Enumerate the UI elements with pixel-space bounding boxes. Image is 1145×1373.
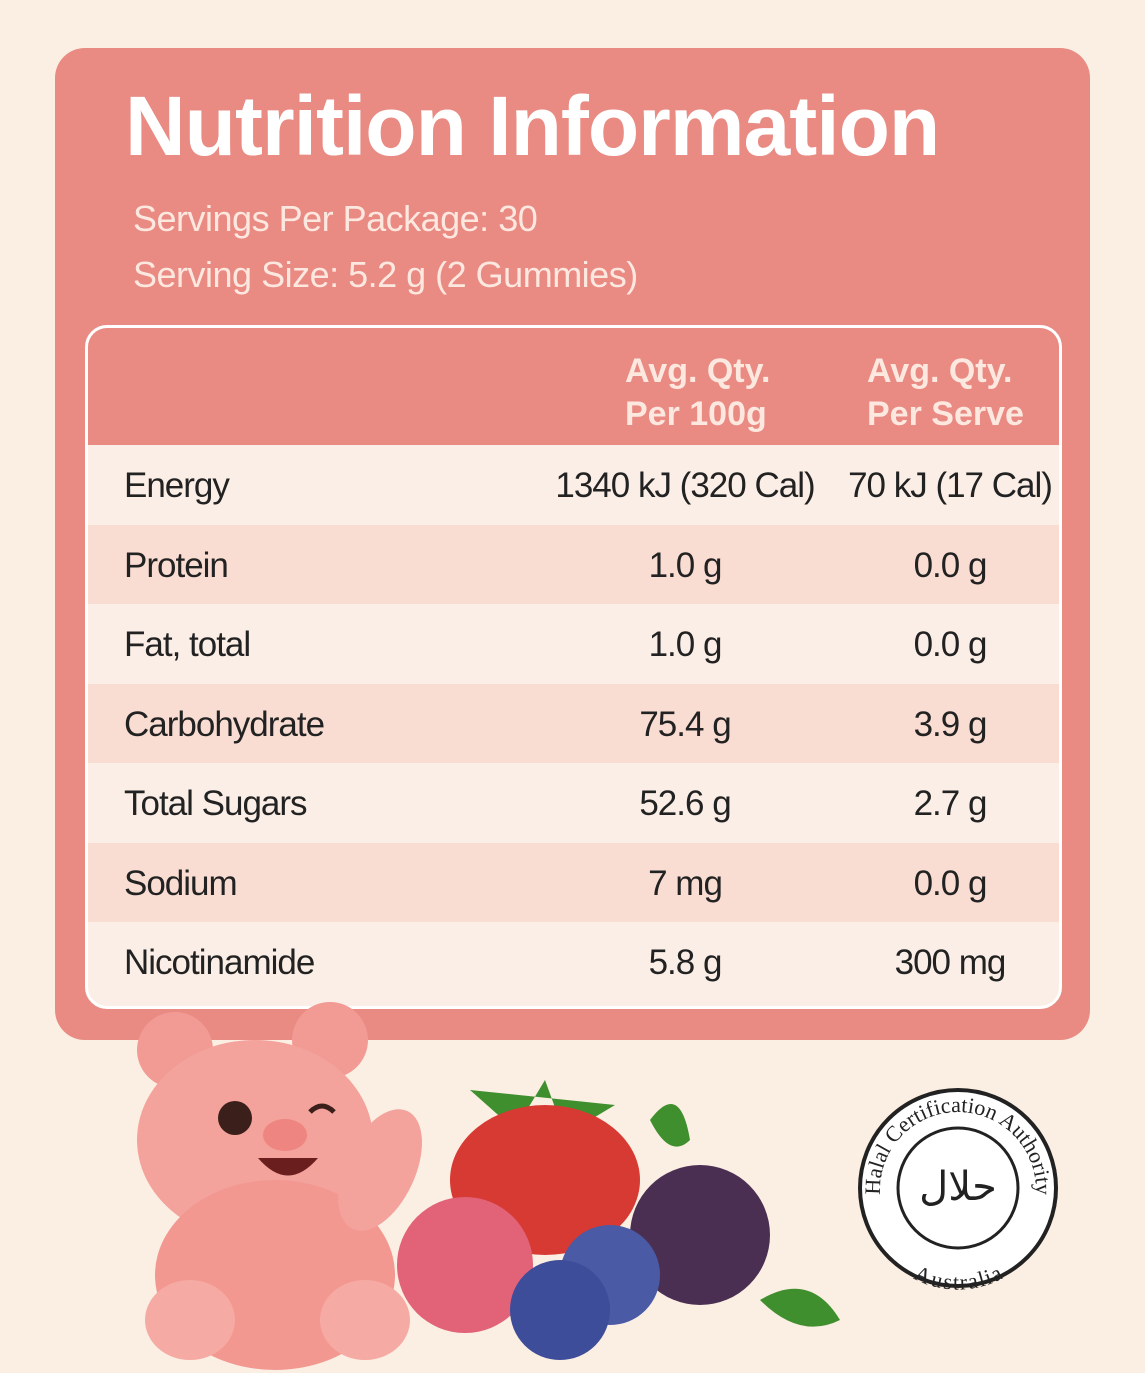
column-header: Avg. Qty. Per Serve	[867, 350, 1024, 436]
nutrient-value: 7 mg	[648, 863, 723, 903]
nutrient-name: Carbohydrate	[124, 704, 325, 744]
column-header: Avg. Qty. Per 100g	[625, 350, 770, 436]
table-row: Total Sugars 52.6 g 2.7 g	[88, 763, 1059, 843]
nutrient-value: 70 kJ (17 Cal)	[848, 466, 1053, 505]
table-row: Carbohydrate 75.4 g 3.9 g	[88, 683, 1059, 763]
nutrient-name: Protein	[124, 545, 229, 585]
nutrient-name: Energy	[124, 466, 230, 505]
serving-size: Serving Size: 5.2 g (2 Gummies)	[133, 254, 638, 295]
seal-arabic: حلال	[919, 1164, 997, 1210]
nutrient-value: 0.0 g	[913, 863, 988, 903]
seal-top-path: Halal Certification Authority	[860, 1092, 1056, 1195]
halal-seal: Halal Certification Authority Australia …	[858, 1088, 1058, 1295]
column-header-line: Per 100g	[625, 395, 767, 433]
column-header-line: Per Serve	[867, 395, 1024, 433]
nutrient-value: 75.4 g	[639, 704, 731, 744]
nutrient-name: Nicotinamide	[124, 943, 315, 982]
nutrient-value: 1.0 g	[648, 545, 723, 585]
berries	[397, 1080, 840, 1360]
column-header-line: Avg. Qty.	[867, 352, 1013, 390]
nutrition-card: Nutrition Information Servings Per Packa…	[55, 48, 1090, 1040]
nutrient-value: 300 mg	[894, 943, 1007, 982]
title: Nutrition Information	[125, 79, 940, 173]
nutrient-value: 0.0 g	[913, 625, 988, 664]
table-row: Energy 1340 kJ (320 Cal) 70 kJ (17 Cal)	[88, 445, 1059, 525]
nutrient-name: Sodium	[124, 863, 238, 903]
nutrient-value: 52.6 g	[639, 784, 731, 823]
table-row: Sodium 7 mg 0.0 g	[88, 842, 1059, 922]
nutrition-table: Avg. Qty. Per 100g Avg. Qty. Per Serve Ene…	[85, 325, 1062, 1009]
nutrient-name: Total Sugars	[124, 784, 308, 823]
nutrient-value: 1.0 g	[648, 625, 723, 664]
nutrient-value: 0.0 g	[913, 545, 988, 585]
seal-top-text: Halal Certification Authority	[860, 1092, 1056, 1195]
table-row: Protein 1.0 g 0.0 g	[88, 524, 1059, 604]
column-header-line: Avg. Qty.	[625, 352, 771, 390]
nutrient-value: 3.9 g	[913, 704, 988, 744]
table-row: Fat, total 1.0 g 0.0 g	[88, 604, 1059, 684]
table-header: Avg. Qty. Per 100g Avg. Qty. Per Serve	[88, 328, 1059, 445]
servings-per-package: Servings Per Package: 30	[133, 198, 538, 239]
nutrient-value: 2.7 g	[913, 784, 988, 823]
nutrient-value: 5.8 g	[648, 943, 723, 982]
seal-bottom-path: Australia	[911, 1260, 1006, 1295]
table-body: Energy 1340 kJ (320 Cal) 70 kJ (17 Cal) Pro…	[88, 445, 1059, 1002]
seal-bottom-text: Australia	[911, 1260, 1006, 1295]
nutrient-name: Fat, total	[124, 625, 251, 664]
table-row: Nicotinamide 5.8 g 300 mg	[88, 922, 1059, 1002]
nutrient-value: 1340 kJ (320 Cal)	[555, 466, 815, 505]
gummy-bear	[137, 1002, 422, 1370]
